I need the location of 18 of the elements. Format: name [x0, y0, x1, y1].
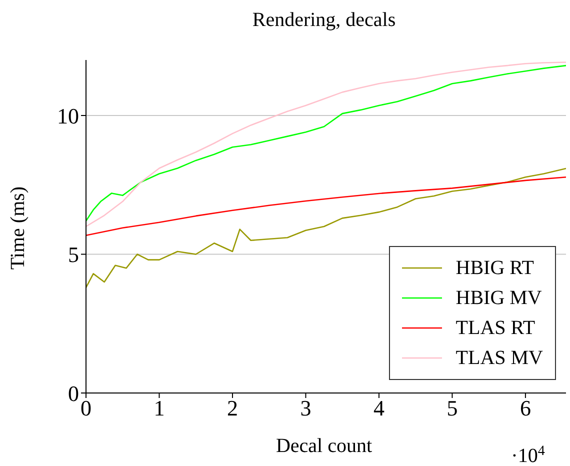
legend-label: TLAS MV [456, 346, 543, 371]
chart-title: Rendering, decals [252, 9, 396, 31]
legend-label: HBIG MV [456, 286, 542, 311]
y-tick-label: 10 [57, 103, 79, 128]
text: ·10$^{4}$ [511, 444, 545, 466]
x-tick-label: 4 [373, 396, 384, 421]
x-tick-label: 1 [154, 396, 165, 421]
x-tick-label: 6 [520, 396, 531, 421]
x-tick-label: 2 [226, 396, 238, 421]
y-tick-label: 5 [68, 242, 79, 268]
y-axis-title: Time (ms) [7, 186, 29, 270]
x-tick-label: 5 [446, 396, 458, 421]
line-series [86, 168, 566, 288]
legend-label: TLAS RT [456, 316, 536, 341]
line-series [86, 176, 566, 236]
x-axis-title: Decal count [276, 435, 372, 457]
x-tick-label: 3 [300, 396, 312, 421]
legend-label: HBIG RT [456, 256, 534, 281]
